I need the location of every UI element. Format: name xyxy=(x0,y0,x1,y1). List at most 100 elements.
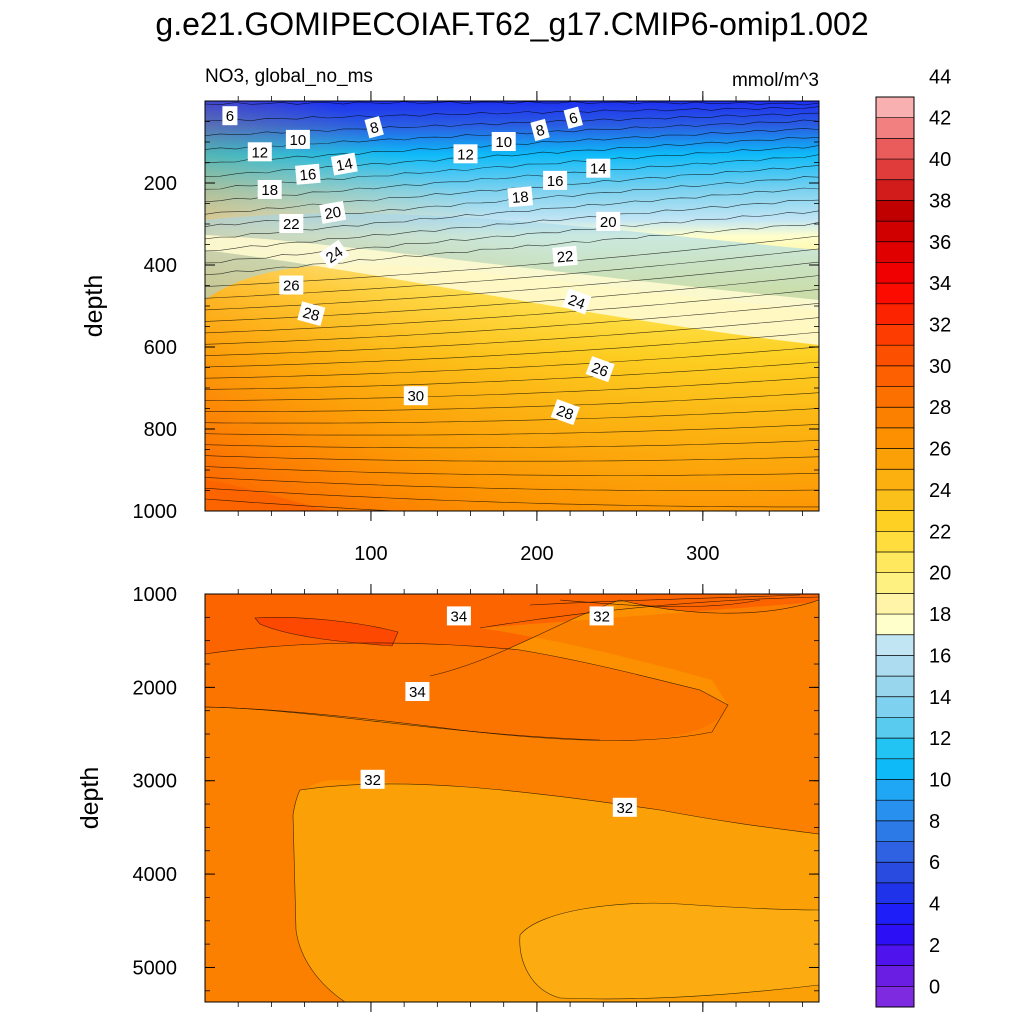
contour-label-box xyxy=(543,170,568,190)
contour-label-box xyxy=(403,386,428,406)
contour-label-text: 24 xyxy=(323,243,346,266)
contour-lower-31b xyxy=(519,934,561,999)
contour-label: 20 xyxy=(319,200,347,224)
contour-line-upper xyxy=(205,424,819,436)
axes-group: 200 400 600 800 1000 1000 2000 3000 4000 5000 100 2… xyxy=(133,91,819,1012)
colorbar-swatch xyxy=(876,800,914,822)
colorbar-swatch xyxy=(876,986,914,1008)
y-tick-label: 4000 xyxy=(133,864,178,886)
y-tick-label: 3000 xyxy=(133,771,178,793)
contour-line-upper xyxy=(205,248,819,299)
contour-label: 34 xyxy=(446,606,471,626)
colorbar-swatch xyxy=(876,262,914,284)
lower-34-region xyxy=(205,642,728,741)
contour-lower-31c xyxy=(559,984,819,1000)
contour-label: 32 xyxy=(589,606,614,626)
colorbar-swatch xyxy=(876,117,914,139)
y-tick-label: 800 xyxy=(144,419,177,441)
colorbar-swatch xyxy=(876,862,914,884)
chart-title: g.e21.GOMIPECOIAF.T62_g17.CMIP6-omip1.00… xyxy=(155,6,869,42)
contour-label-box xyxy=(330,152,358,176)
contour-label: 14 xyxy=(330,152,358,176)
colorbar-swatch xyxy=(876,283,914,305)
contour-label-text: 32 xyxy=(616,800,633,817)
contour-line-upper xyxy=(205,455,819,462)
colorbar-swatch xyxy=(876,965,914,987)
colorbar-swatch xyxy=(876,179,914,201)
contour-label-text: 16 xyxy=(547,173,564,190)
contour-label-box xyxy=(319,200,347,224)
contour-label: 8 xyxy=(530,118,550,142)
colorbar-swatch xyxy=(876,386,914,408)
colorbar-swatch xyxy=(876,345,914,367)
contour-label: 10 xyxy=(491,132,516,151)
contour-label-text: 34 xyxy=(409,684,426,701)
colorbar-level-label: 14 xyxy=(929,687,951,709)
colorbar-swatch xyxy=(876,138,914,160)
contour-label-box xyxy=(596,211,621,231)
contour-label-box xyxy=(318,239,350,270)
contour-label-box xyxy=(585,356,615,383)
colorbar-level-label: 6 xyxy=(929,852,940,874)
colorbar-level-label: 8 xyxy=(929,811,940,833)
colorbar-swatch xyxy=(876,676,914,698)
contour-line-upper xyxy=(205,235,819,287)
contour-label: 32 xyxy=(612,797,637,817)
contour-line-upper xyxy=(205,289,819,334)
contour-label-box xyxy=(550,399,580,426)
variable-label: NO3, global_no_ms xyxy=(205,66,373,87)
contour-line-upper xyxy=(205,361,819,390)
colorbar-swatch xyxy=(876,448,914,470)
lower-panel-frame xyxy=(204,593,820,1003)
colorbar-swatch xyxy=(876,303,914,325)
y-tick-label: 600 xyxy=(144,337,177,359)
contour-label: 10 xyxy=(285,129,310,149)
contour-lower-31 xyxy=(519,902,819,936)
colorbar-swatch xyxy=(876,159,914,181)
colorbar-swatch xyxy=(876,634,914,656)
colorbar-level-label: 16 xyxy=(929,645,951,667)
contour-label-text: 32 xyxy=(593,608,610,625)
colorbar-level-label: 18 xyxy=(929,604,951,626)
y-tick-label: 2000 xyxy=(133,677,178,699)
contour-label-box xyxy=(297,301,326,326)
contour-label: 18 xyxy=(257,180,282,199)
colorbar-level-label: 44 xyxy=(929,66,951,88)
lower-ylabel: depth xyxy=(76,767,104,830)
contour-lower-30-top xyxy=(559,599,761,607)
colorbar-swatch xyxy=(876,407,914,429)
colorbar-swatch xyxy=(876,655,914,677)
colorbar-level-label: 10 xyxy=(929,770,951,792)
contour-label-text: 10 xyxy=(495,134,512,151)
colorbar-swatch xyxy=(876,593,914,615)
contour-label-text: 24 xyxy=(566,292,587,314)
contour-label: 16 xyxy=(295,163,321,185)
colorbar-level-label: 42 xyxy=(929,108,951,130)
y-tick-label: 200 xyxy=(144,173,177,195)
contour-label: 8 xyxy=(364,116,384,139)
contour-label-text: 30 xyxy=(407,388,424,405)
contour-label-box xyxy=(446,606,471,626)
contour-label: 18 xyxy=(507,186,534,208)
contour-line-upper xyxy=(205,487,819,508)
colorbar-swatch xyxy=(876,489,914,511)
contour-label-text: 18 xyxy=(511,189,529,207)
colorbar-swatch xyxy=(876,944,914,966)
contour-label-box xyxy=(552,245,578,267)
upper-ylabel: depth xyxy=(80,275,108,338)
contour-label-text: 12 xyxy=(457,146,474,163)
contour-label-box xyxy=(507,186,534,208)
colorbar-level-label: 0 xyxy=(929,976,940,998)
contour-line-upper xyxy=(205,303,819,345)
colorbar-level-label: 38 xyxy=(929,190,951,212)
contour-line-upper xyxy=(205,440,819,449)
colorbar-swatch xyxy=(876,882,914,904)
colorbar-level-label: 32 xyxy=(929,315,951,337)
contour-label: 6 xyxy=(222,106,238,126)
colorbar-swatch xyxy=(876,820,914,842)
contour-label: 12 xyxy=(247,142,272,162)
contour-label: 26 xyxy=(585,356,615,383)
colorbar-swatch xyxy=(876,365,914,387)
contour-label: 22 xyxy=(279,214,304,233)
